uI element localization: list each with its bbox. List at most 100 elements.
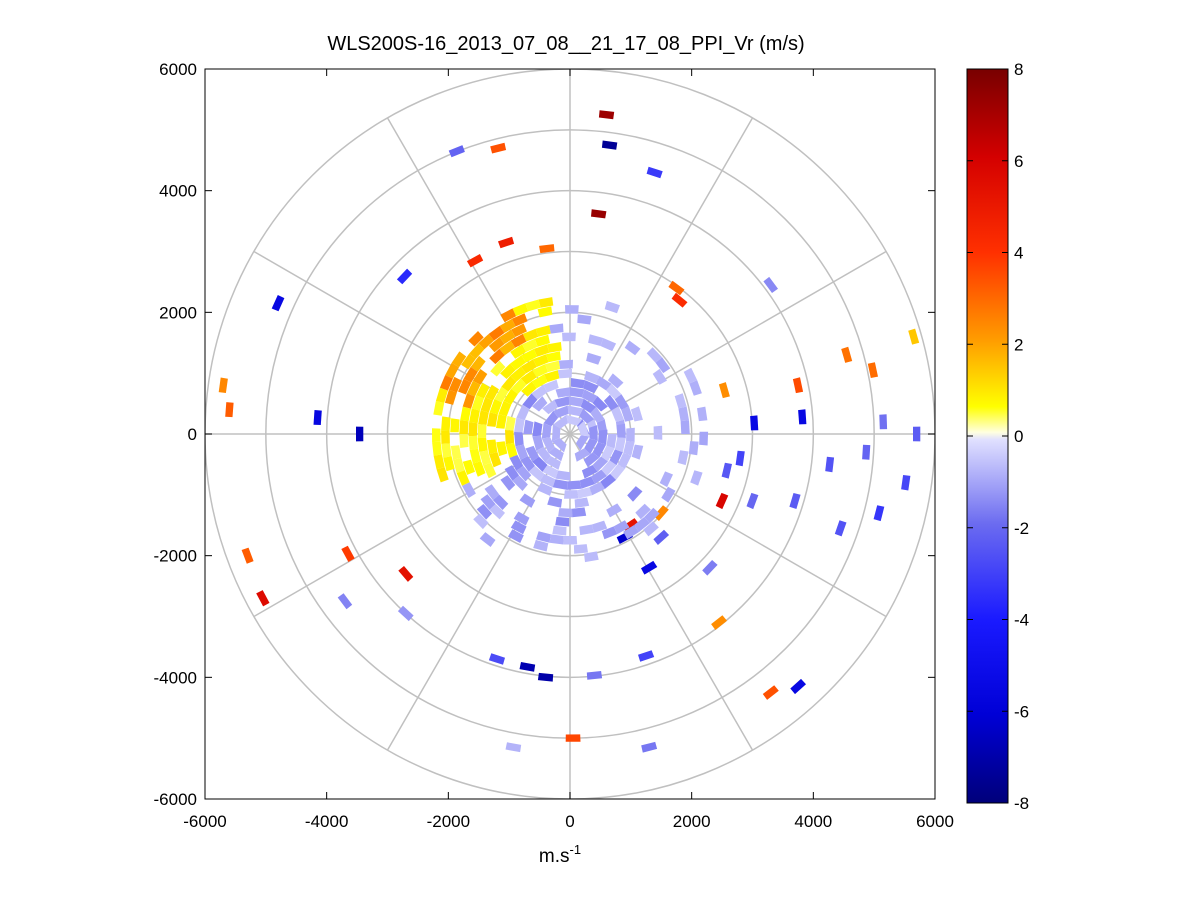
velocity-bin	[441, 430, 450, 444]
velocity-bin	[397, 605, 414, 622]
y-tick-label: -2000	[154, 547, 197, 566]
velocity-bin	[451, 351, 467, 368]
velocity-bin	[225, 402, 234, 418]
velocity-bin	[567, 480, 582, 490]
velocity-bin	[432, 441, 442, 456]
velocity-bin	[552, 525, 567, 536]
velocity-bin	[635, 503, 651, 520]
velocity-bin	[492, 494, 509, 510]
velocity-bin	[610, 464, 625, 480]
velocity-bin	[604, 300, 620, 314]
colorbar-tick-label: 8	[1014, 60, 1023, 79]
velocity-bin	[652, 368, 667, 385]
velocity-bin	[535, 325, 551, 337]
velocity-bin	[499, 329, 516, 344]
velocity-bin	[558, 359, 573, 369]
velocity-bin	[790, 678, 806, 695]
velocity-bin	[613, 520, 630, 535]
velocity-bin	[498, 400, 512, 417]
velocity-bin	[218, 377, 228, 393]
velocity-bin	[589, 425, 598, 441]
velocity-bin	[592, 396, 608, 412]
velocity-bin	[591, 520, 608, 533]
velocity-bin	[678, 406, 689, 422]
velocity-bin	[547, 342, 562, 353]
velocity-bin	[489, 452, 502, 468]
velocity-bin	[674, 393, 687, 409]
velocity-bin	[901, 475, 911, 491]
velocity-bin	[514, 432, 524, 447]
velocity-bin	[510, 355, 526, 371]
velocity-bin	[468, 422, 478, 437]
velocity-bin	[908, 328, 920, 345]
velocity-bin	[441, 443, 452, 458]
velocity-bin	[609, 449, 623, 466]
velocity-bin	[552, 414, 568, 429]
velocity-bin	[581, 465, 598, 479]
velocity-bin	[592, 456, 608, 472]
velocity-bin	[579, 476, 596, 489]
velocity-bins	[218, 110, 921, 753]
velocity-bin	[539, 244, 555, 254]
velocity-bin	[574, 448, 591, 462]
colorbar-tick-label: 2	[1014, 335, 1023, 354]
velocity-bin	[677, 450, 689, 466]
velocity-bin	[572, 507, 587, 518]
y-tick-label: 0	[188, 425, 197, 444]
velocity-bin	[553, 405, 569, 418]
velocity-bin	[519, 662, 536, 672]
velocity-bin	[543, 410, 559, 427]
velocity-bin	[512, 475, 528, 491]
velocity-bin	[499, 318, 516, 333]
velocity-bin	[523, 419, 534, 435]
velocity-bin	[489, 399, 503, 415]
velocity-bin	[746, 492, 759, 510]
velocity-bin	[551, 424, 561, 442]
velocity-bin	[469, 448, 481, 464]
velocity-bin	[486, 439, 498, 455]
velocity-bin	[653, 505, 669, 521]
velocity-bin	[341, 545, 355, 562]
velocity-bin	[532, 421, 543, 437]
velocity-bin	[680, 420, 690, 434]
velocity-bin	[337, 593, 353, 610]
velocity-bin	[494, 386, 509, 403]
velocity-bin	[601, 526, 618, 540]
colorbar-gradient	[966, 68, 1009, 804]
velocity-bin	[356, 426, 364, 442]
velocity-bin	[595, 376, 612, 391]
velocity-bin	[646, 347, 663, 363]
velocity-bin	[588, 334, 604, 346]
velocity-bin	[477, 424, 487, 439]
velocity-bin	[466, 254, 484, 268]
velocity-bin	[519, 493, 536, 508]
velocity-bin	[479, 450, 492, 466]
velocity-bin	[542, 399, 558, 415]
velocity-bin	[577, 314, 592, 325]
velocity-bin	[623, 525, 639, 540]
velocity-bin	[689, 380, 702, 396]
velocity-bin	[441, 416, 451, 431]
velocity-bin	[432, 428, 441, 443]
velocity-bin	[537, 672, 554, 682]
velocity-bin	[511, 313, 528, 327]
velocity-bin	[461, 353, 476, 370]
velocity-bin	[458, 378, 472, 395]
velocity-bin	[485, 384, 499, 401]
velocity-bin	[472, 369, 488, 385]
velocity-bin	[607, 373, 624, 389]
velocity-bin	[641, 560, 658, 575]
velocity-bin	[606, 433, 617, 449]
velocity-bin	[655, 357, 671, 374]
velocity-bin	[592, 442, 607, 458]
velocity-bin	[501, 375, 517, 392]
velocity-bin	[763, 276, 778, 293]
velocity-bin	[448, 145, 465, 158]
velocity-bin	[256, 590, 270, 607]
velocity-bin	[702, 560, 718, 576]
velocity-bin	[521, 381, 537, 397]
velocity-bin	[467, 380, 481, 397]
velocity-bin	[532, 364, 548, 378]
velocity-bin	[521, 359, 537, 374]
velocity-bin	[565, 305, 579, 314]
